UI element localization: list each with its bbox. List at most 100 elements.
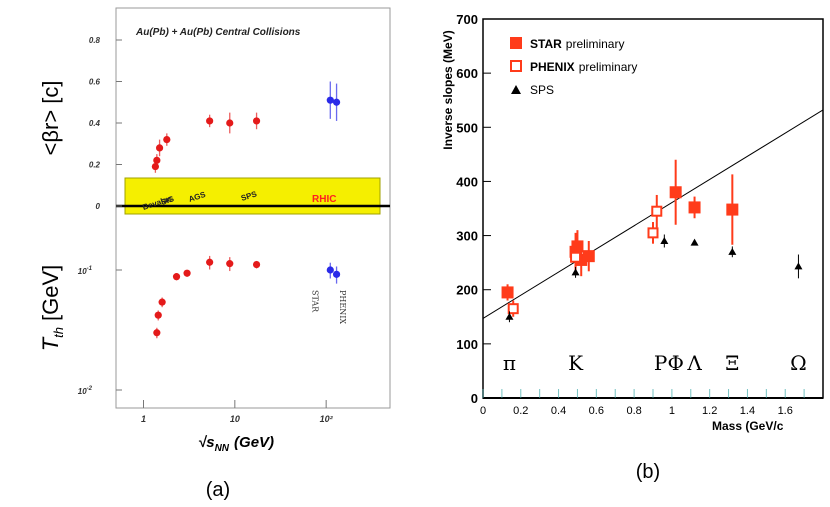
flow-velocity-point — [326, 96, 334, 104]
star-point — [501, 286, 514, 299]
x-ticks: 1 10 10² — [141, 400, 334, 424]
star-point — [726, 203, 739, 216]
panel-b-y-tick-label: 500 — [456, 120, 478, 135]
panel-b-y-tick-label: 0 — [471, 391, 478, 406]
particle-label: Λ — [686, 351, 702, 375]
band-label-rhic: RHIC — [312, 194, 336, 205]
x-tick-label: 10² — [320, 414, 334, 424]
panel-b-legend: STAR preliminary PHENIX preliminary SPS — [510, 37, 637, 97]
temperature-point — [206, 258, 214, 266]
panel-a-chart: Au(Pb) + Au(Pb) Central Collisions RHIC … — [38, 7, 391, 501]
panel-b-y-ticks: 100 200 300 400 500 600 700 0 — [456, 12, 491, 406]
upper-y-tick-label: 0.2 — [89, 161, 101, 170]
panel-b-y-tick-label: 100 — [456, 337, 478, 352]
temperature-points — [153, 255, 341, 339]
upper-y-tick-label: 0.8 — [89, 36, 101, 45]
temperature-point — [158, 298, 166, 306]
panel-a-title: Au(Pb) + Au(Pb) Central Collisions — [135, 27, 301, 38]
panel-a-frame — [115, 7, 391, 409]
panel-b-points — [501, 159, 803, 323]
facility-band — [124, 177, 381, 215]
legend-label-text: preliminary — [566, 37, 625, 51]
legend-marker-filled-square — [510, 37, 522, 49]
experiment-annotations: STAR PHENIX — [310, 290, 347, 324]
x-label-sub: NN — [215, 443, 230, 454]
upper-y-tick-label: 0.4 — [89, 119, 101, 128]
flow-velocity-point — [151, 162, 159, 171]
sps-point — [660, 236, 669, 244]
phenix-point — [651, 205, 663, 217]
experiment-label: PHENIX — [338, 290, 347, 324]
x-label-unit: (GeV) — [234, 434, 274, 451]
upper-y-tick-label: 0.6 — [89, 78, 101, 87]
panel-b-x-ticks: 0 0.2 0.4 0.6 0.8 1 1.2 1.4 1.6 — [480, 405, 793, 417]
flow-velocity-point — [252, 117, 261, 125]
particle-label: π — [503, 351, 516, 375]
experiment-label: STAR — [310, 290, 319, 313]
lower-y-tick-label: 10-2 — [78, 386, 93, 396]
temperature-point — [252, 260, 261, 269]
panel-b-x-tick-label: 0.2 — [513, 405, 528, 417]
lower-y-tick-label: 10-1 — [78, 266, 93, 276]
particle-label: Ω — [790, 351, 807, 375]
star-point — [582, 250, 595, 263]
panel-b-x-tick-label: 1.2 — [702, 405, 717, 417]
panel-a-x-axis-label: √sNN (GeV) — [198, 434, 274, 454]
panel-a-caption: (a) — [206, 479, 230, 501]
legend-label-bold: STAR — [530, 37, 562, 51]
flow-velocity-points — [151, 81, 341, 173]
star-point — [669, 186, 682, 199]
x-tick-label: 1 — [141, 414, 146, 424]
flow-velocity-point — [153, 156, 161, 164]
sps-point — [690, 238, 699, 246]
flow-velocity-point — [226, 119, 234, 127]
panel-b-x-tick-label: 1.6 — [778, 405, 793, 417]
panel-b-bottom-grid — [482, 389, 805, 398]
temperature-point — [153, 329, 161, 337]
lower-y-tick-exponent: -1 — [87, 266, 93, 272]
panel-b-x-tick-label: 0 — [480, 405, 486, 417]
panel-b-x-tick-label: 0.6 — [589, 405, 604, 417]
legend-label: PHENIX preliminary — [530, 60, 637, 74]
temperature-point — [326, 266, 334, 274]
panel-b-x-tick-label: 1.4 — [740, 405, 755, 417]
star-point — [688, 201, 701, 214]
particle-label: K — [568, 351, 584, 375]
sps-point — [571, 268, 580, 276]
sps-point — [728, 247, 737, 255]
panel-b-y-axis-label: Inverse slopes (MeV) — [441, 30, 455, 149]
band-label: SIS — [160, 194, 176, 207]
flow-velocity-point — [332, 98, 341, 106]
temperature-point — [172, 273, 181, 281]
legend-label: STAR preliminary — [530, 37, 624, 51]
panel-b-x-tick-label: 0.8 — [626, 405, 641, 417]
legend-label-text: preliminary — [579, 60, 638, 74]
panel-b-x-axis-label: Mass (GeV/c — [712, 419, 784, 433]
panel-b-y-tick-label: 700 — [456, 12, 478, 27]
particle-label: P — [654, 351, 667, 375]
upper-y-tick-label: 0 — [96, 202, 101, 211]
temperature-point — [183, 269, 191, 277]
panel-b-x-tick-label: 1 — [669, 405, 675, 417]
panel-b-y-tick-label: 300 — [456, 229, 478, 244]
temperature-point — [332, 270, 341, 278]
legend-label: SPS — [530, 83, 554, 97]
x-tick-label: 10 — [230, 414, 240, 424]
panel-b-x-tick-label: 0.4 — [551, 405, 566, 417]
legend-label-text: SPS — [530, 83, 554, 97]
panel-b-y-tick-label: 200 — [456, 283, 478, 298]
phenix-point — [507, 303, 519, 315]
x-label-main: √s — [198, 434, 215, 451]
legend-label-bold: PHENIX — [530, 60, 575, 74]
sps-point — [505, 312, 514, 320]
lower-y-tick-exponent: -2 — [87, 386, 93, 392]
particle-label: Ξ — [725, 351, 739, 375]
sps-point — [794, 262, 803, 270]
panel-b-caption: (b) — [636, 461, 660, 483]
phenix-point — [647, 227, 659, 239]
flow-velocity-point — [155, 144, 164, 152]
lower-y-axis-label: Tth [GeV] — [38, 265, 66, 352]
panel-b-chart: 100 200 300 400 500 600 700 0 0 0.2 0.4 0.6 0.8 1 1.2… — [441, 12, 824, 483]
temperature-point — [154, 311, 162, 319]
